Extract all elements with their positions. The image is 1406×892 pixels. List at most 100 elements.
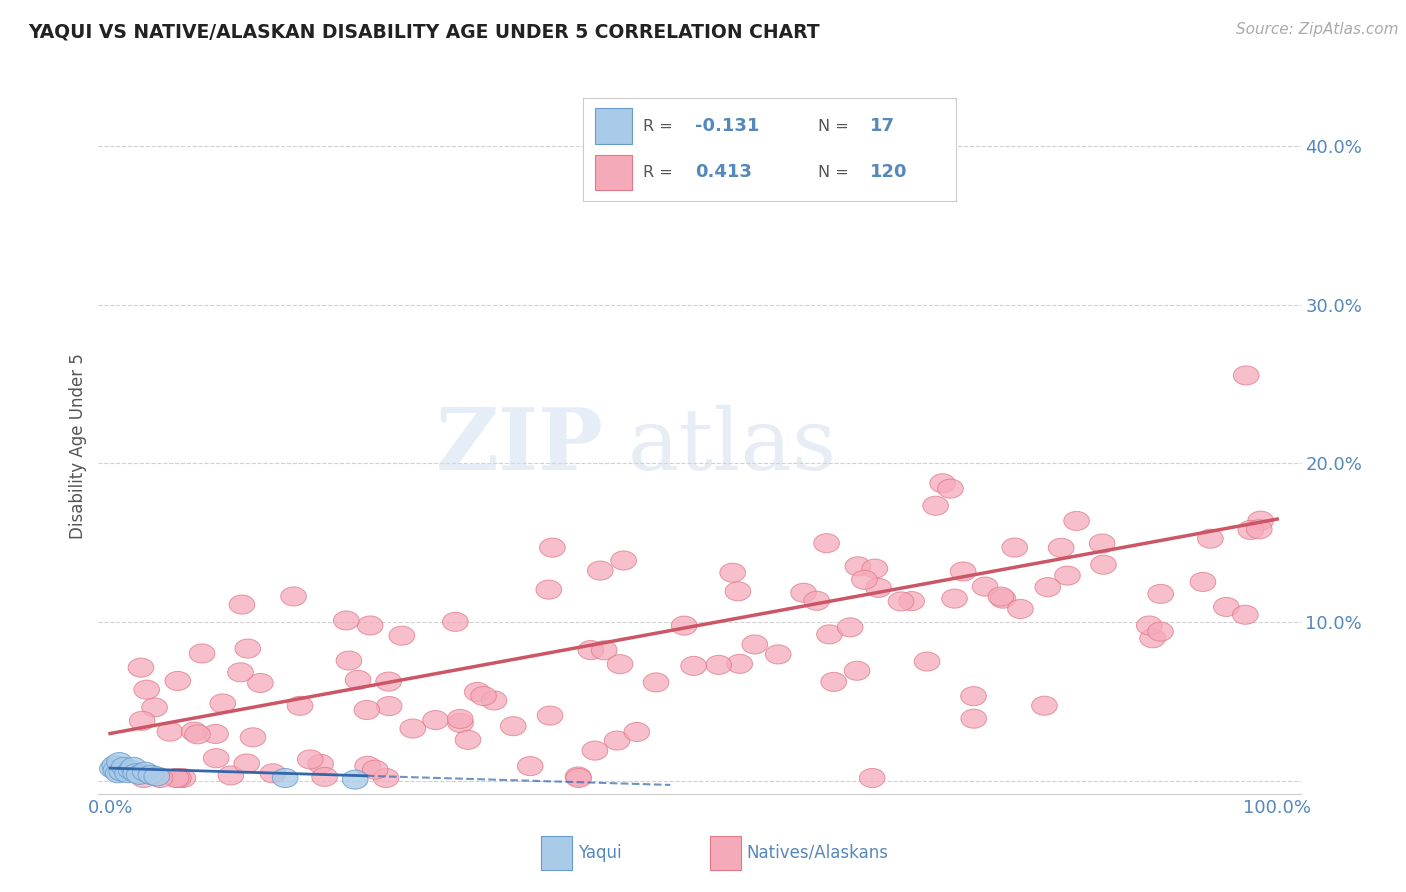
Text: N =: N = xyxy=(818,119,849,134)
Ellipse shape xyxy=(107,753,132,772)
Text: 120: 120 xyxy=(870,163,908,181)
Ellipse shape xyxy=(105,764,131,783)
Text: ZIP: ZIP xyxy=(436,404,603,488)
Ellipse shape xyxy=(108,762,135,781)
Ellipse shape xyxy=(336,651,361,670)
Ellipse shape xyxy=(1032,696,1057,715)
Ellipse shape xyxy=(101,756,128,775)
Ellipse shape xyxy=(859,769,884,788)
Ellipse shape xyxy=(588,561,613,580)
Ellipse shape xyxy=(922,496,949,516)
Ellipse shape xyxy=(1189,573,1216,591)
Ellipse shape xyxy=(423,711,449,730)
Ellipse shape xyxy=(298,750,323,769)
Ellipse shape xyxy=(1233,606,1258,624)
Ellipse shape xyxy=(1049,538,1074,558)
Ellipse shape xyxy=(354,700,380,720)
Ellipse shape xyxy=(644,673,669,692)
Ellipse shape xyxy=(100,759,125,778)
Ellipse shape xyxy=(228,663,253,681)
Ellipse shape xyxy=(1064,511,1090,531)
Ellipse shape xyxy=(357,616,382,635)
Ellipse shape xyxy=(447,714,474,732)
Ellipse shape xyxy=(209,694,236,713)
Ellipse shape xyxy=(138,765,163,784)
Ellipse shape xyxy=(1249,511,1274,530)
Ellipse shape xyxy=(672,616,697,635)
Ellipse shape xyxy=(607,655,633,673)
Ellipse shape xyxy=(501,716,526,736)
Ellipse shape xyxy=(447,709,472,729)
Text: 17: 17 xyxy=(870,118,896,136)
Ellipse shape xyxy=(866,578,891,598)
Ellipse shape xyxy=(333,611,359,630)
Ellipse shape xyxy=(456,731,481,749)
Text: Natives/Alaskans: Natives/Alaskans xyxy=(747,844,889,862)
Ellipse shape xyxy=(1002,538,1028,558)
Ellipse shape xyxy=(536,580,561,599)
Ellipse shape xyxy=(929,474,956,492)
Ellipse shape xyxy=(960,687,987,706)
Ellipse shape xyxy=(817,624,842,644)
Ellipse shape xyxy=(471,687,496,706)
Ellipse shape xyxy=(852,570,877,590)
Ellipse shape xyxy=(181,722,207,741)
Ellipse shape xyxy=(844,661,870,681)
Ellipse shape xyxy=(889,592,914,611)
Ellipse shape xyxy=(115,764,141,783)
Ellipse shape xyxy=(605,731,630,750)
Text: N =: N = xyxy=(818,165,849,180)
Ellipse shape xyxy=(165,672,191,690)
Ellipse shape xyxy=(942,589,967,608)
Ellipse shape xyxy=(233,754,260,773)
Ellipse shape xyxy=(537,706,562,725)
Ellipse shape xyxy=(862,559,887,578)
Ellipse shape xyxy=(399,719,426,738)
Bar xyxy=(595,108,631,145)
Text: atlas: atlas xyxy=(627,404,837,488)
Ellipse shape xyxy=(1247,520,1272,539)
Ellipse shape xyxy=(260,764,285,783)
Ellipse shape xyxy=(389,626,415,645)
Ellipse shape xyxy=(163,769,188,788)
Ellipse shape xyxy=(1233,366,1258,385)
Ellipse shape xyxy=(122,764,149,783)
Ellipse shape xyxy=(765,645,792,664)
Ellipse shape xyxy=(681,657,706,675)
Ellipse shape xyxy=(950,562,976,581)
Ellipse shape xyxy=(1136,616,1163,635)
Ellipse shape xyxy=(218,766,243,785)
Text: Yaqui: Yaqui xyxy=(578,844,621,862)
Ellipse shape xyxy=(804,591,830,610)
Ellipse shape xyxy=(592,640,617,660)
Ellipse shape xyxy=(128,658,153,677)
Ellipse shape xyxy=(166,769,191,788)
Ellipse shape xyxy=(838,618,863,637)
Ellipse shape xyxy=(845,557,870,576)
Ellipse shape xyxy=(1035,578,1060,597)
Ellipse shape xyxy=(988,587,1014,606)
Ellipse shape xyxy=(540,538,565,558)
Ellipse shape xyxy=(790,583,817,602)
Ellipse shape xyxy=(132,762,157,781)
Ellipse shape xyxy=(312,767,337,787)
Ellipse shape xyxy=(377,697,402,715)
Ellipse shape xyxy=(720,563,745,582)
Text: R =: R = xyxy=(643,119,673,134)
Text: R =: R = xyxy=(643,165,673,180)
Ellipse shape xyxy=(118,761,143,780)
Ellipse shape xyxy=(373,769,399,788)
Ellipse shape xyxy=(742,635,768,654)
Ellipse shape xyxy=(273,769,298,788)
Ellipse shape xyxy=(1008,599,1033,618)
Ellipse shape xyxy=(1198,529,1223,549)
Ellipse shape xyxy=(727,655,752,673)
Ellipse shape xyxy=(375,672,402,691)
Ellipse shape xyxy=(103,761,129,780)
Ellipse shape xyxy=(131,769,156,788)
Ellipse shape xyxy=(240,728,266,747)
Ellipse shape xyxy=(624,723,650,741)
Ellipse shape xyxy=(582,741,607,760)
Ellipse shape xyxy=(481,691,506,710)
Ellipse shape xyxy=(706,656,731,674)
